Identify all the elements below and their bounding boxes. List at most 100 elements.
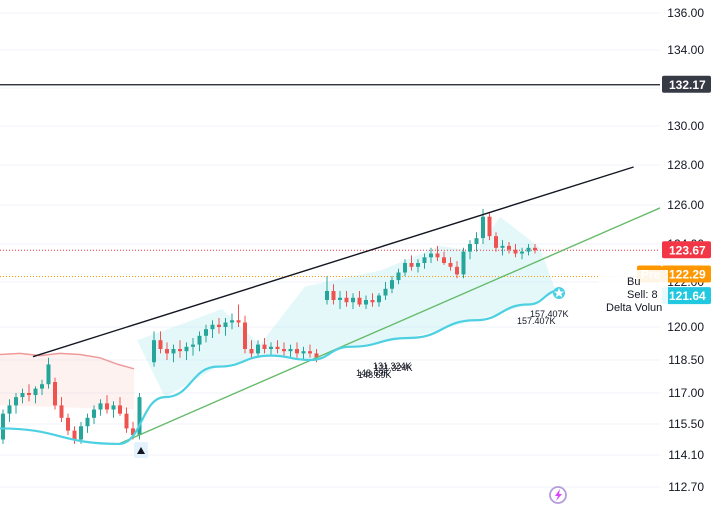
candle-34 (230, 313, 234, 330)
candle-58 (390, 276, 394, 294)
candle-39 (262, 338, 267, 354)
candle-4 (27, 384, 31, 402)
candle-body-75 (500, 245, 505, 248)
candle-56 (377, 293, 381, 307)
candlestick-series (1, 208, 537, 444)
candle-42 (282, 342, 286, 356)
delta-volume-label: Delta Volun (606, 302, 662, 314)
candle-74 (494, 232, 498, 252)
candle-15 (98, 399, 103, 416)
candle-body-28 (191, 344, 195, 347)
candle-body-12 (79, 426, 83, 440)
candle-body-51 (344, 297, 349, 303)
candle-62 (416, 259, 420, 273)
lower-channel-trendline[interactable] (118, 207, 661, 445)
candle-body-23 (158, 340, 163, 349)
candle-43 (288, 344, 293, 358)
candle-11 (72, 426, 77, 444)
candle-40 (269, 342, 273, 356)
candle-71 (474, 232, 479, 252)
price-tick-label: 117.00 (668, 386, 704, 400)
candle-28 (191, 338, 195, 356)
candle-body-42 (282, 349, 286, 352)
candle-body-70 (468, 244, 472, 252)
price-tick-label: 112.70 (668, 480, 704, 494)
candle-body-44 (295, 349, 299, 354)
candle-9 (59, 397, 64, 422)
candle-body-2 (14, 397, 18, 406)
candle-body-71 (474, 238, 479, 244)
candle-52 (351, 293, 355, 309)
candle-64 (429, 247, 433, 263)
candle-body-39 (262, 344, 267, 349)
candle-45 (301, 346, 306, 360)
price-badge-bg (662, 75, 711, 93)
candle-body-17 (111, 405, 116, 410)
candle-body-63 (422, 257, 427, 263)
price-badge-bg (662, 265, 711, 283)
price-badge-1: 123.67 (662, 241, 711, 259)
candle-body-47 (314, 353, 319, 358)
candle-5 (33, 386, 38, 404)
candle-body-68 (455, 266, 459, 275)
candle-body-7 (46, 364, 51, 385)
volume-label-2: 131.324K (373, 361, 412, 371)
upper-channel-trendline[interactable] (32, 166, 634, 358)
candle-body-73 (487, 216, 492, 237)
candle-3 (20, 388, 25, 404)
candle-body-67 (448, 263, 453, 267)
candle-body-52 (351, 297, 355, 303)
magic-wand-icon[interactable] (549, 486, 567, 504)
trendline-layer[interactable] (32, 166, 661, 445)
price-tick-label: 114.10 (668, 448, 704, 462)
candle-body-10 (66, 417, 70, 431)
candle-body-54 (364, 300, 368, 305)
candle-65 (435, 245, 440, 262)
candle-1 (7, 399, 12, 422)
horizontal-line-layer (0, 84, 660, 277)
candle-54 (364, 295, 368, 309)
candle-body-15 (98, 403, 103, 410)
buy-label: Bu (627, 276, 640, 288)
candle-body-45 (301, 351, 306, 354)
candle-79 (526, 244, 531, 256)
candle-body-8 (53, 382, 57, 406)
vwap-fill (137, 216, 561, 398)
candle-76 (507, 242, 511, 254)
alert-star-icon[interactable] (553, 287, 565, 299)
candle-body-1 (7, 405, 12, 414)
candle-80 (533, 244, 537, 254)
candle-29 (197, 331, 202, 352)
candle-body-21 (137, 397, 142, 436)
up-arrow-marker[interactable] (134, 442, 148, 458)
candle-32 (217, 318, 221, 334)
candle-55 (370, 293, 375, 307)
volume-label-3: 131.324K (374, 363, 413, 373)
candle-body-6 (40, 384, 44, 389)
candle-77 (513, 244, 518, 258)
price-badge-bg (662, 241, 711, 259)
lightning-icon (555, 489, 562, 501)
candle-68 (455, 261, 459, 279)
price-tick-label: 136.00 (667, 6, 704, 20)
candle-body-14 (92, 409, 96, 418)
candle-69 (461, 247, 466, 279)
candle-body-57 (383, 288, 388, 296)
candle-body-35 (236, 320, 241, 323)
price-badge-label: 123.67 (669, 243, 706, 257)
candle-38 (256, 340, 260, 358)
candle-body-30 (204, 329, 208, 336)
candle-59 (396, 268, 401, 285)
candle-2 (14, 393, 18, 414)
candle-body-58 (390, 280, 394, 289)
candle-body-4 (27, 393, 31, 396)
price-badge-3: 121.64 (662, 287, 711, 305)
candle-body-76 (507, 245, 511, 250)
price-tick-label: 134.00 (667, 43, 704, 57)
candle-body-41 (275, 346, 280, 349)
candle-body-77 (513, 249, 518, 254)
candle-0 (1, 409, 5, 444)
candle-57 (383, 282, 388, 300)
